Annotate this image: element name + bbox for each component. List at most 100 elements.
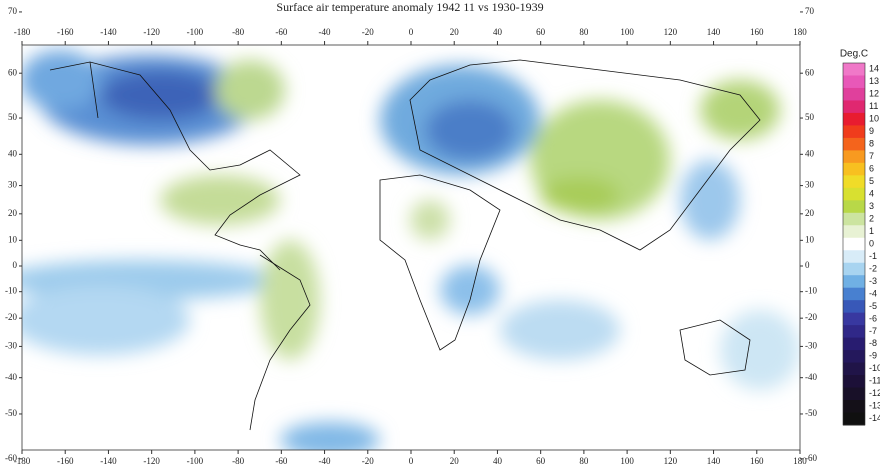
colorbar-swatch bbox=[843, 337, 865, 351]
colorbar-tick-label: 1 bbox=[869, 226, 874, 236]
latitude-tick-label-right: -60 bbox=[805, 453, 817, 463]
colorbar-tick-label: 3 bbox=[869, 201, 874, 211]
latitude-tick-label-right: 70 bbox=[805, 6, 815, 16]
latitude-tick-label-left: 60 bbox=[8, 67, 18, 77]
longitude-tick-label-bottom: 80 bbox=[579, 456, 589, 466]
colorbar-swatch bbox=[843, 287, 865, 301]
latitude-tick-label-right: 40 bbox=[805, 148, 815, 158]
latitude-tick-label-left: 30 bbox=[8, 180, 18, 190]
longitude-tick-label-bottom: 40 bbox=[493, 456, 503, 466]
longitude-tick-label-top: 60 bbox=[536, 27, 546, 37]
colorbar-tick-label: -8 bbox=[869, 338, 877, 348]
colorbar-tick-label: 9 bbox=[869, 126, 874, 136]
longitude-tick-label-bottom: 100 bbox=[620, 456, 634, 466]
longitude-tick-label-top: -80 bbox=[232, 27, 244, 37]
latitude-tick-label-right: -50 bbox=[805, 408, 817, 418]
colorbar-swatch bbox=[843, 400, 865, 414]
longitude-tick-label-top: 180 bbox=[793, 27, 807, 37]
colorbar-swatch bbox=[843, 300, 865, 314]
longitude-tick-label-bottom: 20 bbox=[450, 456, 460, 466]
colorbar-tick-label: -4 bbox=[869, 288, 877, 298]
latitude-tick-label-left: -40 bbox=[5, 372, 17, 382]
colorbar-swatch bbox=[843, 63, 865, 76]
colorbar-swatch bbox=[843, 137, 865, 151]
longitude-tick-label-top: 160 bbox=[750, 27, 764, 37]
colorbar-tick-label: -6 bbox=[869, 313, 877, 323]
colorbar-tick-label: 13 bbox=[869, 76, 879, 86]
anomaly-field bbox=[22, 45, 800, 450]
latitude-tick-label-left: -60 bbox=[5, 453, 17, 463]
latitude-tick-label-left: 50 bbox=[8, 112, 18, 122]
colorbar-tick-label: -1 bbox=[869, 251, 877, 261]
colorbar-tick-label: -2 bbox=[869, 263, 877, 273]
longitude-tick-label-bottom: -160 bbox=[57, 456, 74, 466]
latitude-tick-label-right: 20 bbox=[805, 208, 815, 218]
longitude-tick-label-top: 140 bbox=[707, 27, 721, 37]
latitude-tick-label-right: -20 bbox=[805, 312, 817, 322]
latitude-tick-label-left: 10 bbox=[8, 234, 18, 244]
longitude-tick-label-top: 20 bbox=[450, 27, 460, 37]
colorbar-swatch bbox=[843, 212, 865, 226]
longitude-tick-label-bottom: -100 bbox=[187, 456, 204, 466]
colorbar-swatch bbox=[843, 162, 865, 176]
colorbar-tick-label: -10 bbox=[869, 363, 880, 373]
colorbar-label: Deg.C bbox=[840, 49, 868, 60]
colorbar-tick-label: 4 bbox=[869, 188, 874, 198]
colorbar-swatch bbox=[843, 312, 865, 326]
colorbar-tick-label: -14 bbox=[869, 413, 880, 423]
longitude-tick-label-top: -180 bbox=[14, 27, 31, 37]
colorbar-swatch bbox=[843, 325, 865, 339]
latitude-tick-label-right: -10 bbox=[805, 286, 817, 296]
longitude-tick-label-top: -160 bbox=[57, 27, 74, 37]
latitude-tick-label-left: 70 bbox=[8, 6, 18, 16]
colorbar-tick-label: -3 bbox=[869, 276, 877, 286]
latitude-tick-label-left: 20 bbox=[8, 208, 18, 218]
longitude-tick-label-top: 120 bbox=[664, 27, 678, 37]
longitude-tick-label-top: 80 bbox=[579, 27, 589, 37]
longitude-tick-label-bottom: 0 bbox=[409, 456, 414, 466]
colorbar-swatch bbox=[843, 237, 865, 251]
colorbar-swatch bbox=[843, 362, 865, 376]
colorbar-tick-label: 12 bbox=[869, 89, 879, 99]
colorbar-tick-label: 14 bbox=[869, 64, 879, 74]
colorbar-tick-label: -9 bbox=[869, 351, 877, 361]
latitude-tick-label-left: -20 bbox=[5, 312, 17, 322]
longitude-tick-label-top: 100 bbox=[620, 27, 634, 37]
colorbar-swatch bbox=[843, 75, 865, 89]
latitude-tick-label-right: 0 bbox=[805, 260, 810, 270]
longitude-tick-label-bottom: -180 bbox=[14, 456, 31, 466]
longitude-tick-label-top: -40 bbox=[319, 27, 331, 37]
longitude-tick-label-top: -100 bbox=[187, 27, 204, 37]
longitude-tick-label-bottom: 180 bbox=[793, 456, 807, 466]
longitude-tick-label-top: -120 bbox=[143, 27, 160, 37]
longitude-tick-label-top: 0 bbox=[409, 27, 414, 37]
latitude-tick-label-left: -50 bbox=[5, 408, 17, 418]
longitude-tick-label-bottom: -80 bbox=[232, 456, 244, 466]
colorbar-swatch bbox=[843, 262, 865, 276]
latitude-tick-label-right: -30 bbox=[805, 340, 817, 350]
longitude-tick-label-bottom: 140 bbox=[707, 456, 721, 466]
colorbar-tick-label: 10 bbox=[869, 114, 879, 124]
colorbar-tick-label: 6 bbox=[869, 163, 874, 173]
longitude-tick-label-bottom: -20 bbox=[362, 456, 374, 466]
colorbar-swatch bbox=[843, 187, 865, 201]
colorbar-swatch bbox=[843, 375, 865, 389]
latitude-tick-label-right: 10 bbox=[805, 234, 815, 244]
latitude-tick-label-left: 40 bbox=[8, 148, 18, 158]
colorbar-tick-label: 8 bbox=[869, 139, 874, 149]
colorbar-swatch bbox=[843, 225, 865, 239]
longitude-tick-label-bottom: 160 bbox=[750, 456, 764, 466]
colorbar-swatch bbox=[843, 100, 865, 114]
colorbar-tick-label: -13 bbox=[869, 401, 880, 411]
longitude-tick-label-bottom: -40 bbox=[319, 456, 331, 466]
colorbar-swatch bbox=[843, 87, 865, 101]
latitude-tick-label-left: 0 bbox=[13, 260, 18, 270]
colorbar-swatch bbox=[843, 350, 865, 364]
colorbar-tick-label: 0 bbox=[869, 238, 874, 248]
colorbar-tick-label: 11 bbox=[869, 101, 878, 111]
longitude-tick-label-top: -140 bbox=[100, 27, 117, 37]
colorbar-swatch bbox=[843, 112, 865, 126]
colorbar-swatch bbox=[843, 175, 865, 189]
